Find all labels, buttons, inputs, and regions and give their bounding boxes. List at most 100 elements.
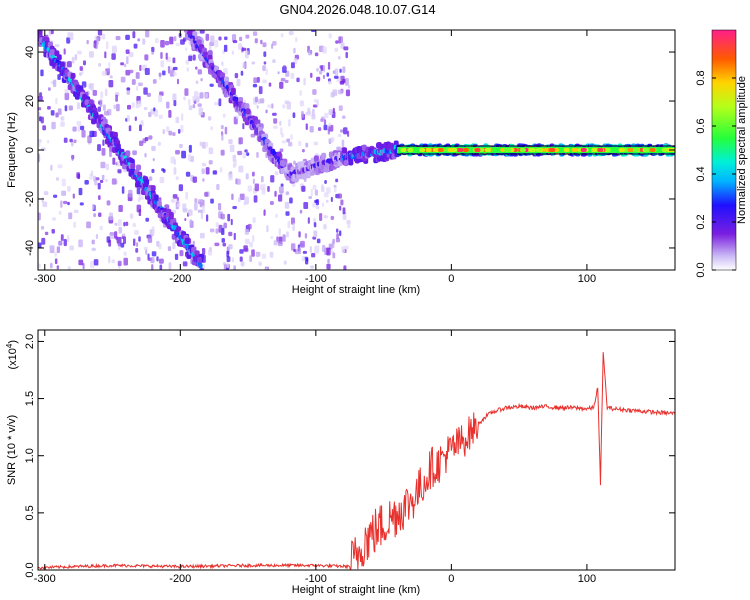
spectrogram-noise-cell [301,185,306,192]
spectrogram-noise-cell [343,265,347,270]
spectrogram-noise-cell [253,77,258,84]
spectrogram-noise-cell [284,79,289,83]
spectrogram-noise-cell [286,231,289,238]
spectrogram-noise-cell [237,150,243,156]
spectrogram-noise-cell [123,251,127,256]
spectrogram-noise-cell [228,244,233,250]
spectrogram-noise-cell [281,133,284,138]
carrier-band-cell [597,148,604,152]
snr-x-ticks: -300 -200 -100 0 100 [34,330,596,585]
spectrogram-noise-cell [310,188,313,197]
spectrogram-noise-cell [117,219,122,227]
spectrogram-noise-cell [338,89,344,95]
spectrogram-noise-cell [218,98,222,107]
spectrogram-noise-cell [236,115,239,119]
spectrogram-noise-cell [101,71,107,76]
spectrogram-noise-cell [170,199,176,203]
spectrogram-noise-cell [201,168,205,175]
spectrogram-noise-cell [80,125,85,131]
spectrogram-noise-cell [278,186,284,194]
spectrogram-noise-cell [258,86,263,95]
spectrogram-noise-cell [151,168,155,174]
spectrogram-noise-cell [299,90,302,96]
carrier-band-cell [604,148,611,152]
spectrogram-y-tick-label: 0 [24,147,36,153]
spectrogram-noise-cell [138,236,141,242]
spectrogram-x-tick-label: -200 [169,273,191,285]
spectrogram-noise-cell [330,215,335,220]
spectrogram-noise-cell [252,31,258,36]
spectrogram-noise-cell [290,243,296,251]
spectrogram-noise-cell [286,138,291,143]
spectrogram-noise-cell [125,49,130,54]
spectrogram-noise-cell [176,203,181,208]
spectrogram-noise-cell [151,251,157,257]
spectrogram-noise-cell [208,45,212,51]
spectrogram-noise-cell [269,251,274,258]
spectrogram-noise-cell [151,264,154,270]
spectrogram-noise-cell [101,33,106,40]
spectrogram-noise-cell [95,234,99,240]
carrier-band-cell [535,148,542,152]
spectrogram-noise-cell [115,94,118,102]
spectrogram-noise-cell [256,105,259,109]
spectrogram-noise-cell [79,72,82,76]
snr-x-tick-label: 100 [578,573,596,585]
spectrogram-noise-cell [245,50,249,59]
spectrogram-noise-cell [311,30,316,33]
spectrogram-noise-cell [40,116,44,124]
snr-panel: -300 -200 -100 0 100 0.0 0.5 1.0 1.5 2.0 Height … [5,329,676,596]
spectrogram-noise-cell [334,47,339,52]
spectrogram-noise-cell [188,144,192,153]
spectrogram-noise-cell [315,199,320,206]
spectrogram-noise-cell [333,75,339,79]
spectrogram-noise-cell [168,130,173,136]
spectrogram-noise-cell [49,245,54,249]
spectrogram-noise-cell [334,68,339,76]
spectrogram-noise-cell [303,201,309,210]
spectrogram-noise-cell [172,241,176,250]
spectrogram-ridge-halo-cell [184,237,190,244]
spectrogram-x-tick-label: 100 [578,273,596,285]
spectrogram-noise-cell [192,176,197,183]
spectrogram-noise-cell [280,127,283,135]
spectrogram-noise-cell [109,75,113,79]
spectrogram-noise-cell [237,197,241,203]
spectrogram-noise-cell [321,244,326,252]
spectrogram-ridge-halo-cell [115,143,121,150]
spectrogram-noise-cell [194,198,198,203]
spectrogram-noise-cell [233,265,236,270]
spectrogram-noise-cell [236,78,241,87]
spectrogram-noise-cell [216,184,220,191]
carrier-band-cell [474,148,481,152]
spectrogram-noise-cell [126,104,132,110]
spectrogram-noise-cell [192,104,196,109]
spectrogram-noise-cell [109,232,115,239]
spectrogram-noise-cell [343,46,349,51]
spectrogram-noise-cell [341,246,346,253]
spectrogram-noise-cell [154,109,159,117]
spectrogram-noise-cell [101,148,106,156]
spectrogram-noise-cell [136,187,141,195]
spectrogram-noise-cell [182,37,187,42]
spectrogram-noise-cell [208,147,214,155]
spectrogram-noise-cell [282,234,286,242]
spectrogram-noise-cell [215,222,219,228]
spectrogram-noise-cell [56,246,61,254]
spectrogram-noise-cell [231,34,237,42]
spectrogram-noise-cell [312,104,318,108]
spectrogram-noise-cell [338,105,343,111]
spectrogram-noise-cell [197,69,202,75]
spectrogram-noise-cell [178,128,181,134]
spectrogram-noise-cell [278,194,283,202]
spectrogram-noise-cell [102,139,105,147]
spectrogram-noise-cell [339,80,345,85]
spectrogram-noise-cell [116,103,120,112]
spectrogram-noise-cell [106,200,111,206]
spectrogram-noise-cell [296,77,300,83]
carrier-band-cell [529,148,536,152]
spectrogram-noise-cell [310,265,315,269]
spectrogram-y-tick-label: 40 [24,46,36,58]
spectrogram-noise-cell [210,198,214,204]
spectrogram-noise-cell [111,53,116,60]
